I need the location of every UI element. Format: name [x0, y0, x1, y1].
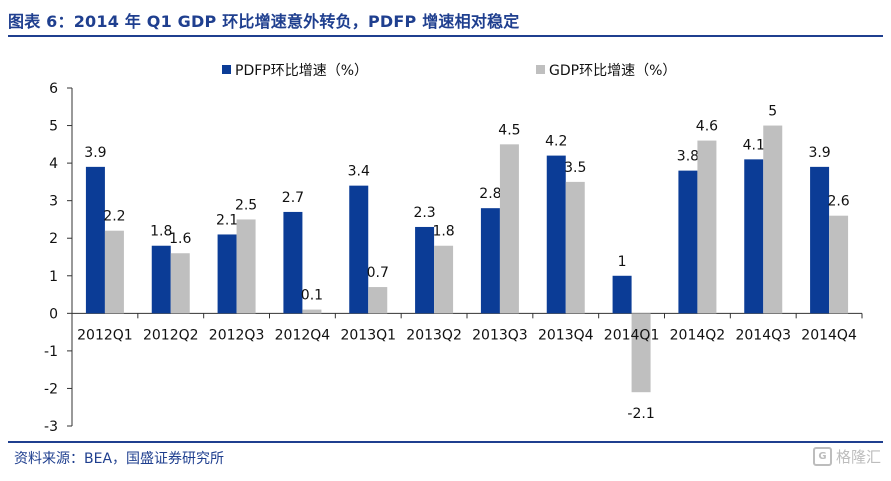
bar-pdfp [480, 208, 500, 314]
data-label-gdp: 2.2 [103, 209, 125, 225]
x-tick-label: 2012Q4 [275, 327, 331, 343]
data-label-pdfp: 4.2 [545, 134, 567, 150]
bar-gdp [302, 309, 322, 314]
bar-gdp [499, 144, 519, 314]
y-tick-label: 5 [49, 119, 58, 135]
data-label-pdfp: 2.1 [216, 212, 238, 228]
data-label-pdfp: 1 [618, 254, 627, 270]
y-tick-label: 0 [49, 306, 58, 322]
data-label-gdp: 0.1 [301, 288, 323, 304]
y-tick-label: 2 [49, 231, 58, 247]
y-tick-label: -3 [44, 419, 58, 435]
x-tick-label: 2014Q4 [801, 327, 857, 343]
bar-pdfp [810, 166, 830, 314]
x-tick-label: 2014Q2 [670, 327, 726, 343]
data-label-gdp: 4.5 [498, 122, 520, 138]
x-tick-label: 2013Q4 [538, 327, 594, 343]
data-label-gdp: 1.6 [169, 231, 191, 247]
legend-swatch-1 [536, 65, 545, 74]
bar-gdp [236, 219, 256, 314]
y-tick-label: 6 [49, 81, 58, 97]
x-tick-label: 2012Q2 [143, 327, 199, 343]
title-divider [8, 35, 883, 37]
data-label-gdp: 0.7 [367, 265, 389, 281]
data-label-gdp: 2.6 [827, 194, 849, 210]
bar-pdfp [678, 170, 698, 314]
bar-gdp [697, 140, 717, 314]
bar-pdfp [85, 166, 105, 314]
data-label-pdfp: 1.8 [150, 224, 172, 240]
data-label-pdfp: 3.8 [677, 149, 699, 165]
bar-pdfp [151, 245, 171, 314]
bar-gdp [763, 125, 783, 314]
x-tick-label: 2012Q3 [209, 327, 265, 343]
bar-pdfp [349, 185, 369, 314]
bar-gdp [829, 215, 849, 314]
bar-gdp [565, 181, 585, 314]
y-tick-label: 1 [49, 269, 58, 285]
bar-gdp [104, 230, 124, 314]
bar-pdfp [415, 226, 435, 314]
bar-pdfp [217, 234, 237, 314]
x-tick-label: 2012Q1 [77, 327, 133, 343]
bar-pdfp [612, 275, 632, 314]
chart-title: 图表 6：2014 年 Q1 GDP 环比增速意外转负，PDFP 增速相对稳定 [8, 12, 520, 31]
bar-pdfp [744, 159, 764, 314]
bar-pdfp [283, 211, 303, 314]
x-tick-label: 2013Q3 [472, 327, 528, 343]
data-label-pdfp: 2.3 [413, 205, 435, 221]
data-label-gdp: 2.5 [235, 197, 257, 213]
legend-swatch-0 [222, 65, 231, 74]
data-label-gdp: -2.1 [627, 406, 654, 422]
data-label-pdfp: 2.8 [479, 186, 501, 202]
data-label-gdp: 4.6 [696, 119, 718, 135]
bar-gdp [631, 313, 651, 393]
y-tick-label: -2 [44, 381, 58, 397]
legend-label-0: PDFP环比增速（%） [235, 63, 368, 79]
source-note: 资料来源：BEA，国盛证券研究所 [14, 451, 225, 467]
footer-divider [8, 441, 883, 443]
watermark-text: 格隆汇 [835, 448, 881, 466]
data-label-gdp: 5 [768, 104, 777, 120]
y-tick-label: 4 [49, 156, 58, 172]
bar-gdp [170, 253, 190, 314]
legend-label-1: GDP环比增速（%） [549, 63, 676, 79]
data-label-pdfp: 3.9 [84, 145, 106, 161]
x-tick-label: 2013Q1 [340, 327, 396, 343]
data-label-pdfp: 3.4 [348, 164, 370, 180]
bar-gdp [434, 245, 454, 314]
x-tick-label: 2014Q3 [735, 327, 791, 343]
watermark-logo-icon: G [812, 447, 832, 466]
bar-gdp [368, 287, 388, 314]
bar-pdfp [546, 155, 566, 314]
x-tick-label: 2013Q2 [406, 327, 462, 343]
data-label-pdfp: 3.9 [808, 145, 830, 161]
data-label-gdp: 1.8 [432, 224, 454, 240]
y-tick-label: 3 [49, 194, 58, 210]
x-tick-label: 2014Q1 [604, 327, 660, 343]
data-label-pdfp: 4.1 [743, 137, 765, 153]
watermark: G 格隆汇 [812, 446, 881, 467]
y-tick-label: -1 [44, 344, 58, 360]
data-label-pdfp: 2.7 [282, 190, 304, 206]
data-label-gdp: 3.5 [564, 160, 586, 176]
